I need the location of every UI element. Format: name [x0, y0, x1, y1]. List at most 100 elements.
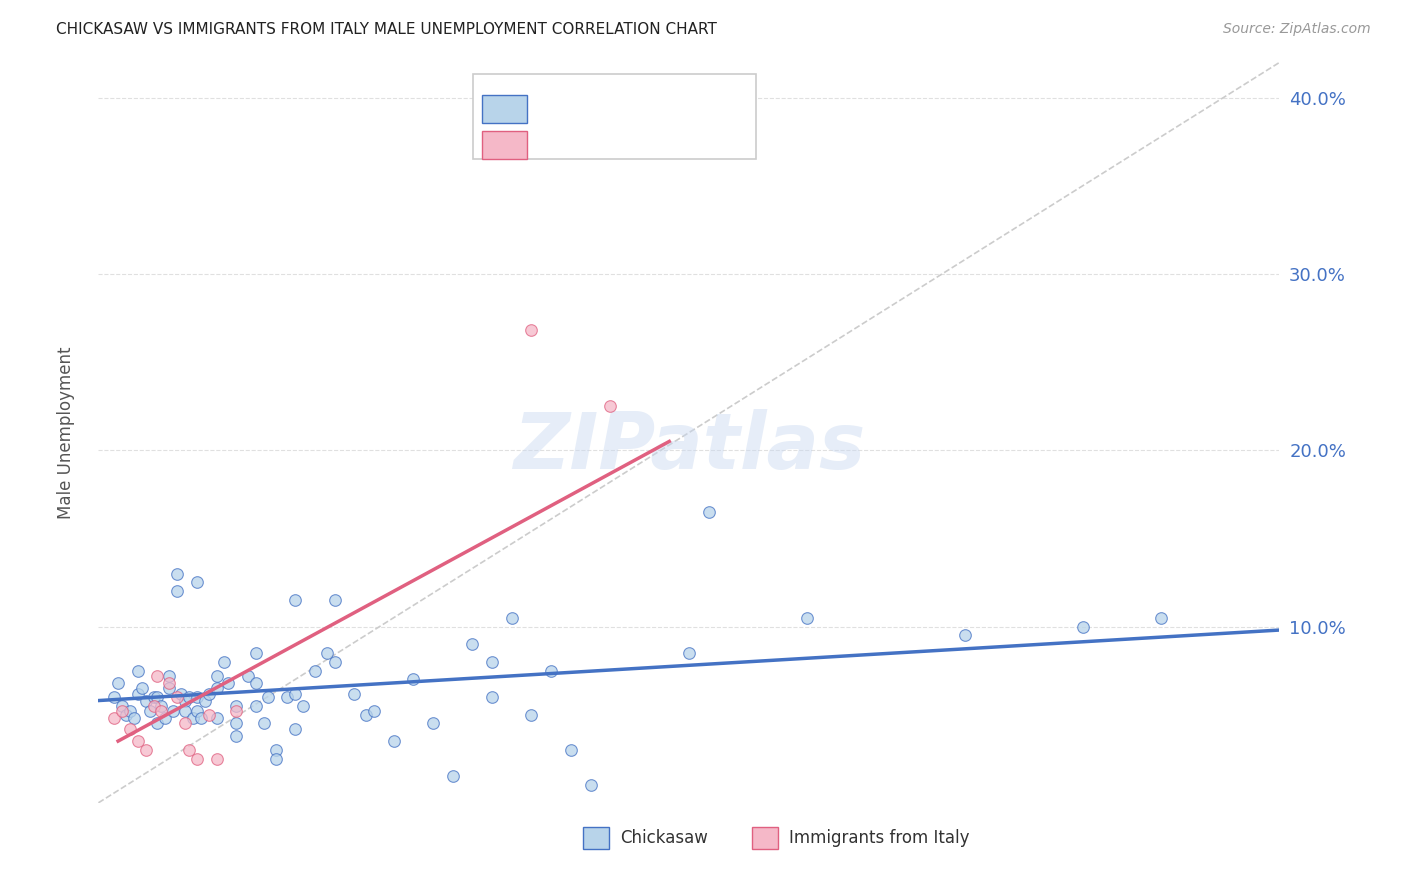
Point [284, 593, 307, 607]
Point [256, 690, 278, 704]
FancyBboxPatch shape [472, 73, 756, 159]
Point [103, 711, 125, 725]
FancyBboxPatch shape [482, 95, 527, 123]
Point [292, 698, 315, 713]
FancyBboxPatch shape [482, 130, 527, 159]
Point [363, 704, 385, 718]
Point [174, 704, 197, 718]
Point [197, 686, 219, 700]
Point [323, 655, 346, 669]
Text: 0.317: 0.317 [582, 100, 640, 118]
Point [111, 698, 134, 713]
Point [441, 769, 464, 783]
Point [142, 698, 165, 713]
Point [181, 711, 204, 725]
Point [146, 669, 169, 683]
Point [135, 693, 157, 707]
Point [157, 676, 180, 690]
Point [225, 698, 247, 713]
Point [177, 743, 200, 757]
Point [343, 686, 366, 700]
Point [1071, 619, 1094, 633]
Point [166, 566, 188, 581]
Point [245, 698, 267, 713]
Point [115, 707, 138, 722]
Point [264, 752, 287, 766]
Point [276, 690, 298, 704]
Point [194, 693, 217, 707]
Point [579, 778, 602, 792]
Text: 0.546: 0.546 [582, 136, 640, 153]
Point [150, 698, 173, 713]
Point [225, 729, 247, 743]
Point [142, 690, 165, 704]
Point [118, 704, 141, 718]
Point [253, 716, 276, 731]
Point [186, 752, 208, 766]
Point [245, 646, 267, 660]
Point [146, 716, 169, 731]
Point [354, 707, 377, 722]
Point [177, 690, 200, 704]
Point [461, 637, 484, 651]
Point [205, 711, 228, 725]
Point [1150, 610, 1173, 624]
Point [103, 690, 125, 704]
Point [953, 628, 976, 642]
Point [146, 690, 169, 704]
Point [127, 734, 149, 748]
Point [560, 743, 582, 757]
Point [217, 676, 239, 690]
Point [481, 690, 503, 704]
Point [170, 686, 193, 700]
Point [166, 584, 188, 599]
Point [323, 593, 346, 607]
Point [190, 711, 212, 725]
Text: Immigrants from Italy: Immigrants from Italy [789, 829, 969, 847]
Text: N =: N = [641, 100, 682, 118]
Point [225, 704, 247, 718]
Point [678, 646, 700, 660]
Text: 66: 66 [683, 100, 709, 118]
Point [796, 610, 818, 624]
Point [127, 664, 149, 678]
Point [697, 505, 720, 519]
Point [205, 752, 228, 766]
Point [422, 716, 444, 731]
Point [138, 704, 160, 718]
Point [107, 676, 129, 690]
Point [197, 707, 219, 722]
Point [157, 681, 180, 696]
Point [236, 669, 259, 683]
Point [214, 655, 236, 669]
Point [402, 673, 425, 687]
Point [599, 399, 621, 413]
Point [264, 743, 287, 757]
Y-axis label: Male Unemployment: Male Unemployment [56, 346, 75, 519]
Point [186, 690, 208, 704]
Point [520, 707, 543, 722]
Point [382, 734, 405, 748]
Point [540, 664, 562, 678]
Text: R =: R = [541, 136, 581, 153]
Text: N =: N = [641, 136, 682, 153]
Point [225, 716, 247, 731]
Point [205, 681, 228, 696]
Point [166, 690, 188, 704]
Text: Chickasaw: Chickasaw [620, 829, 709, 847]
Text: CHICKASAW VS IMMIGRANTS FROM ITALY MALE UNEMPLOYMENT CORRELATION CHART: CHICKASAW VS IMMIGRANTS FROM ITALY MALE … [56, 22, 717, 37]
Point [111, 704, 134, 718]
Point [186, 575, 208, 590]
Point [315, 646, 337, 660]
Text: ZIPatlas: ZIPatlas [513, 409, 865, 485]
Point [501, 610, 523, 624]
Point [150, 704, 173, 718]
Point [174, 716, 197, 731]
Point [157, 669, 180, 683]
Point [155, 711, 177, 725]
Point [284, 722, 307, 736]
Point [284, 686, 307, 700]
Point [520, 323, 543, 337]
Point [162, 704, 184, 718]
Point [174, 693, 197, 707]
